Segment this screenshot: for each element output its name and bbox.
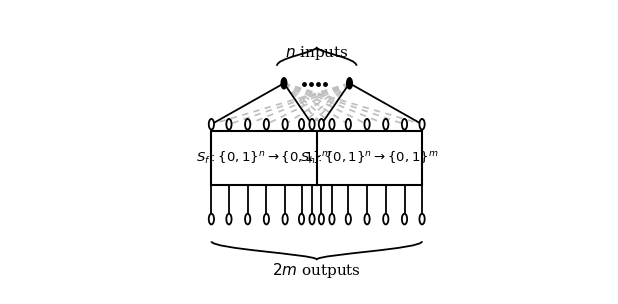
Ellipse shape	[282, 119, 288, 130]
Ellipse shape	[310, 119, 315, 130]
Ellipse shape	[281, 78, 287, 89]
Ellipse shape	[226, 119, 232, 130]
Ellipse shape	[264, 119, 269, 130]
Ellipse shape	[365, 214, 370, 224]
Ellipse shape	[299, 119, 304, 130]
Ellipse shape	[420, 214, 425, 224]
Ellipse shape	[299, 214, 304, 224]
Ellipse shape	[402, 214, 407, 224]
Ellipse shape	[264, 214, 269, 224]
Ellipse shape	[319, 214, 324, 224]
Ellipse shape	[402, 119, 407, 130]
Ellipse shape	[347, 78, 352, 89]
Ellipse shape	[209, 119, 214, 130]
Ellipse shape	[310, 214, 315, 224]
Text: $S_f : \{0,1\}^n \rightarrow \{0,1\}^m$: $S_f : \{0,1\}^n \rightarrow \{0,1\}^m$	[196, 150, 332, 166]
Text: $2m$ outputs: $2m$ outputs	[272, 261, 362, 280]
Ellipse shape	[245, 119, 250, 130]
Text: $S_h : \{0,1\}^n \rightarrow \{0,1\}^m$: $S_h : \{0,1\}^n \rightarrow \{0,1\}^m$	[300, 150, 439, 166]
Ellipse shape	[319, 119, 324, 130]
Ellipse shape	[329, 119, 334, 130]
Ellipse shape	[365, 119, 370, 130]
Ellipse shape	[345, 214, 351, 224]
Ellipse shape	[420, 119, 425, 130]
FancyBboxPatch shape	[211, 131, 422, 185]
Ellipse shape	[383, 214, 388, 224]
Ellipse shape	[345, 119, 351, 130]
Ellipse shape	[245, 214, 250, 224]
Text: $n$ inputs: $n$ inputs	[285, 43, 349, 61]
Ellipse shape	[209, 214, 214, 224]
Ellipse shape	[383, 119, 388, 130]
Ellipse shape	[329, 214, 334, 224]
Ellipse shape	[282, 214, 288, 224]
Ellipse shape	[226, 214, 232, 224]
